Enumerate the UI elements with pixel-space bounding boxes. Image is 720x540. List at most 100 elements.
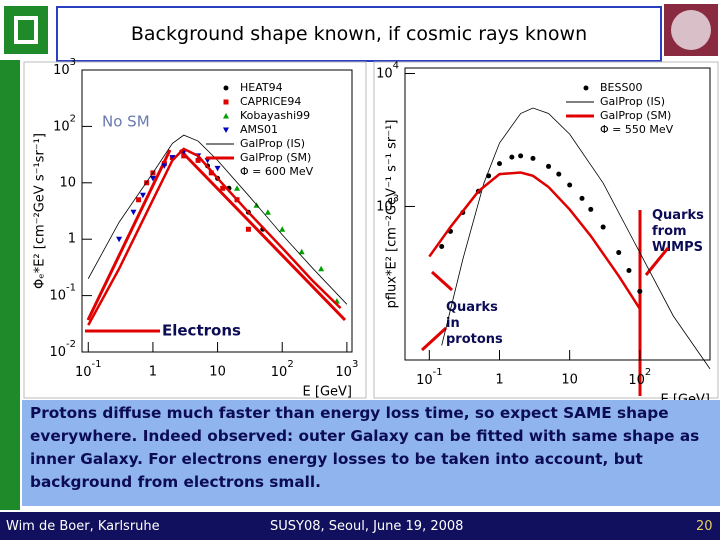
- arrow: [420, 326, 448, 352]
- tick-label: 10: [416, 373, 433, 388]
- annotation: Quarks in protons: [446, 300, 503, 347]
- legend-label: GalProp (SM): [600, 109, 671, 122]
- data-point: [139, 192, 146, 199]
- legend-label: CAPRICE94: [240, 95, 301, 108]
- tick-exponent: 2: [287, 359, 293, 370]
- legend-swatch: [223, 85, 229, 91]
- tick-label: 10: [53, 63, 70, 78]
- tick-exponent: 3: [393, 193, 399, 204]
- tick-label: 10: [209, 365, 226, 380]
- tick-label: 10: [49, 345, 66, 360]
- data-point: [144, 180, 150, 186]
- y-axis-label: pflux*E² [cm⁻²GeV⁻¹ s⁻¹ sr⁻¹]: [385, 120, 400, 309]
- y-axis-label: Φₑ*E² [cm⁻²GeV s⁻¹sr⁻¹]: [33, 133, 48, 289]
- arrow: [178, 148, 347, 322]
- annotation: No SM: [102, 113, 150, 131]
- data-point: [245, 226, 251, 232]
- tick-label: 103: [335, 359, 358, 380]
- tick-exponent: 3: [352, 359, 358, 370]
- data-point: [136, 197, 142, 203]
- legend-label: GalProp (IS): [600, 95, 665, 108]
- data-point: [214, 165, 221, 172]
- axes-frame: [81, 69, 353, 353]
- tick-label: 103: [376, 193, 399, 214]
- data-point: [161, 163, 168, 169]
- side-strip: [0, 60, 20, 510]
- arrow: [86, 149, 172, 321]
- legend-label: BESS00: [600, 81, 642, 94]
- data-point: [264, 209, 271, 215]
- legend-label: AMS01: [240, 123, 278, 136]
- slide-title: Background shape known, if cosmic rays k…: [56, 6, 662, 62]
- data-point: [279, 226, 286, 232]
- series-line: [441, 107, 711, 370]
- data-point: [509, 154, 515, 160]
- legend-note: Φ = 550 MeV: [600, 123, 674, 136]
- data-point: [518, 153, 524, 159]
- body-text: Protons diffuse much faster than energy …: [22, 400, 720, 506]
- legend-swatch: [223, 99, 229, 105]
- tick-label: 10: [376, 199, 393, 214]
- tick-label: 10: [49, 288, 66, 303]
- tick-label: 102: [271, 359, 294, 380]
- series-line: [87, 134, 348, 305]
- data-point: [234, 185, 241, 191]
- tick-label: 10-1: [75, 359, 102, 380]
- tick-label: 1: [68, 232, 76, 247]
- footer: Wim de Boer, Karlsruhe SUSY08, Seoul, Ju…: [0, 512, 720, 540]
- tick-label: 10: [561, 373, 578, 388]
- legend-note: Φ = 600 MeV: [240, 165, 314, 178]
- tick-exponent: 2: [645, 367, 651, 378]
- tick-label: 102: [628, 367, 651, 388]
- tick-label: 10: [59, 175, 76, 190]
- x-axis-label: E [GeV]: [303, 385, 352, 400]
- annotation: Quarks in protons: [446, 300, 503, 347]
- data-point: [588, 206, 594, 212]
- tick-label: 10: [75, 365, 92, 380]
- tick-label: 10: [335, 365, 352, 380]
- data-point: [149, 175, 156, 182]
- series-line: [87, 147, 342, 326]
- plot-panel: [23, 61, 367, 399]
- x-axis-label: E [GeV]: [661, 393, 710, 401]
- legend-swatch: [223, 127, 229, 133]
- tick-label: 10: [376, 66, 393, 81]
- tick-exponent: 3: [70, 57, 76, 68]
- tick-label: 103: [53, 57, 76, 78]
- series-line: [428, 171, 641, 310]
- data-point: [579, 195, 585, 201]
- legend-label: Kobayashi99: [240, 109, 310, 122]
- tick-exponent: -1: [92, 359, 102, 370]
- data-point: [169, 155, 176, 161]
- tick-label: 10-2: [49, 339, 76, 360]
- annotation: Electrons: [162, 322, 241, 340]
- data-point: [546, 163, 552, 169]
- tick-label: 10-1: [49, 283, 76, 304]
- tick-exponent: -1: [433, 367, 443, 378]
- footer-page: 20: [696, 519, 713, 534]
- data-point: [195, 157, 201, 163]
- legend-label: GalProp (SM): [240, 151, 311, 164]
- plots: No SM Electrons Quarks in protons Quarks fr…: [23, 57, 719, 401]
- tick-exponent: 2: [70, 113, 76, 124]
- tick-label: 10: [53, 119, 70, 134]
- legend-swatch: [223, 113, 229, 119]
- tick-label: 104: [376, 61, 399, 82]
- tick-label: 102: [53, 113, 76, 133]
- data-point: [116, 236, 123, 243]
- data-point: [626, 267, 632, 273]
- logo-right: [664, 4, 718, 56]
- tick-label: 10-1: [416, 367, 443, 388]
- tick-label: 10: [628, 373, 645, 388]
- tick-label: 1: [149, 365, 157, 380]
- tick-label: 10: [271, 365, 288, 380]
- legend-label: HEAT94: [240, 81, 283, 94]
- data-point: [298, 248, 305, 255]
- tick-exponent: -1: [66, 283, 76, 294]
- data-point: [600, 224, 606, 230]
- data-point: [130, 209, 137, 216]
- logo-left: [4, 6, 48, 54]
- legend-swatch: [583, 85, 589, 91]
- data-point: [439, 243, 445, 249]
